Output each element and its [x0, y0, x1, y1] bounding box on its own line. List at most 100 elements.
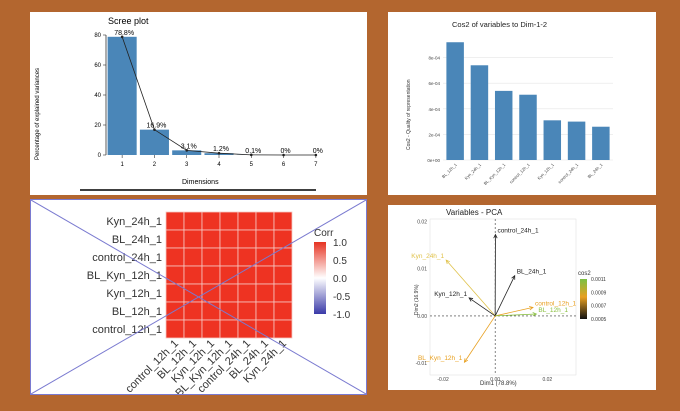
corr-cell [165, 229, 185, 249]
corr-cell [201, 211, 221, 231]
scree-x-tick-label: 7 [314, 162, 318, 168]
pca-variable-arrow [464, 315, 496, 363]
cos2-y-tick-label: 0e+00 [427, 158, 440, 163]
scree-x-axis-label: Dimensions [182, 179, 219, 186]
cos2-legend-title: cos2 [578, 271, 591, 277]
corr-row-label: control_24h_1 [92, 252, 162, 264]
corr-cell [237, 247, 257, 267]
scree-point [217, 151, 221, 155]
pca-x-axis-label: Dim1 (78.8%) [480, 381, 517, 387]
corr-cell [255, 229, 275, 249]
cos2-bar [543, 120, 562, 160]
pca-x-tick-label: 0.02 [542, 377, 552, 383]
corr-cell [183, 283, 203, 303]
cos2-x-tick-label: control_24h_1 [557, 162, 580, 185]
pca-plot-frame [429, 218, 577, 376]
cos2-x-tick-label: BL_12h_1 [441, 162, 459, 180]
cos2-y-tick-label: 2e-04 [428, 132, 440, 137]
corr-row-label: control_12h_1 [92, 324, 162, 336]
corr-cell [273, 319, 293, 339]
corr-cell [183, 265, 203, 285]
scree-data-label: 0% [313, 148, 323, 155]
corr-legend-tick-label: 0.5 [333, 256, 347, 267]
scree-plot-title: Scree plot [108, 16, 149, 26]
scree-bar [172, 150, 202, 155]
pca-y-axis-label: Dim2 (16.9%) [414, 284, 420, 315]
pca-arrow-label: Kyn_12h_1 [434, 291, 467, 298]
scree-bar [139, 129, 169, 155]
cos2-y-tick-label: 8e-04 [428, 56, 440, 61]
pca-variable-arrow [495, 307, 534, 317]
scree-point [185, 149, 189, 152]
scree-data-label: 0% [281, 148, 291, 155]
scree-x-tick-label: 6 [282, 162, 286, 168]
corr-cell [255, 265, 275, 285]
pca-y-tick-label: 0.01 [417, 267, 427, 273]
corr-cell [273, 265, 293, 285]
cos2-colorbar [580, 279, 587, 319]
scree-point [120, 35, 124, 39]
cos2-legend-tick-label: 0.0009 [591, 290, 607, 296]
pca-y-tick-label: 0.02 [417, 219, 427, 225]
corr-cell [219, 319, 239, 339]
pca-arrow-label: control_24h_1 [497, 228, 539, 235]
pca-arrow-head [468, 297, 474, 302]
corr-cell [219, 283, 239, 303]
corr-cell [165, 211, 185, 231]
cos2-chart-title: Cos2 of variables to Dim-1-2 [452, 20, 547, 29]
corr-row-label: BL_24h_1 [112, 234, 162, 246]
corr-cell [255, 283, 275, 303]
pca-arrow-head [528, 306, 534, 311]
scree-plot-panel: Scree plot Dimensions Percentage of expl… [30, 12, 367, 195]
pca-y-tick-label: -0.01 [416, 361, 428, 367]
cos2-bar [567, 121, 586, 160]
corr-cell [255, 211, 275, 231]
corr-cell [165, 319, 185, 339]
pca-arrow-label: Kyn_24h_1 [411, 253, 444, 260]
cos2-bar [446, 42, 464, 160]
scree-y-tick-label: 0 [98, 153, 102, 159]
correlation-heatmap: Kyn_24h_1 BL_24h_1 control_24h_1 BL_Kyn_12h… [31, 200, 366, 394]
corr-cell [201, 319, 221, 339]
corr-legend-tick-label: -1.0 [333, 310, 351, 321]
corr-cell [165, 265, 185, 285]
cos2-legend-tick-label: 0.0007 [591, 304, 607, 310]
cos2-x-tick-label: Kyn_12h_1 [536, 162, 555, 181]
corr-row-label: Kyn_12h_1 [106, 288, 162, 300]
scree-data-label: 16.9% [146, 123, 166, 130]
pca-arrow-head [532, 312, 538, 317]
pca-x-tick-label: 0.00 [490, 377, 500, 383]
corr-row-label: Kyn_24h_1 [106, 216, 162, 228]
cos2-bar [494, 90, 513, 160]
cos2-bar [592, 126, 610, 160]
corr-cell [273, 283, 293, 303]
corr-cell [201, 265, 221, 285]
corr-cell [219, 229, 239, 249]
corr-cell [273, 229, 293, 249]
corr-cell [273, 211, 293, 231]
corr-colorbar [314, 242, 326, 314]
corr-legend-title: Corr [314, 228, 334, 239]
corr-cell [237, 283, 257, 303]
corr-cell [165, 247, 185, 267]
corr-legend-tick-label: 0.0 [333, 274, 347, 285]
corr-cell [219, 247, 239, 267]
cos2-x-tick-label: Kyn_24h_1 [464, 162, 483, 181]
corr-cell [183, 301, 203, 321]
corr-cell [237, 211, 257, 231]
pca-variable-arrow [468, 297, 496, 317]
corr-cell [183, 229, 203, 249]
corr-cell [219, 211, 239, 231]
cos2-x-tick-label: BL_Kyn_12h_1 [483, 162, 507, 186]
cross-out-line [31, 200, 366, 394]
pca-chart-title: Variables - PCA [446, 208, 503, 217]
pca-variable-arrow [445, 259, 496, 317]
scree-x-tick-label: 1 [120, 162, 124, 168]
cos2-panel: Cos2 of variables to Dim-1-2 Cos2 - Qual… [388, 12, 656, 195]
cos2-bar-chart: Cos2 of variables to Dim-1-2 Cos2 - Qual… [406, 20, 613, 186]
pca-arrow-head [463, 358, 469, 364]
scree-y-tick-label: 60 [94, 63, 101, 69]
pca-variable-arrow [495, 313, 537, 317]
pca-arrow-label: BL_24h_1 [517, 269, 547, 276]
pca-variable-arrow [494, 275, 516, 317]
